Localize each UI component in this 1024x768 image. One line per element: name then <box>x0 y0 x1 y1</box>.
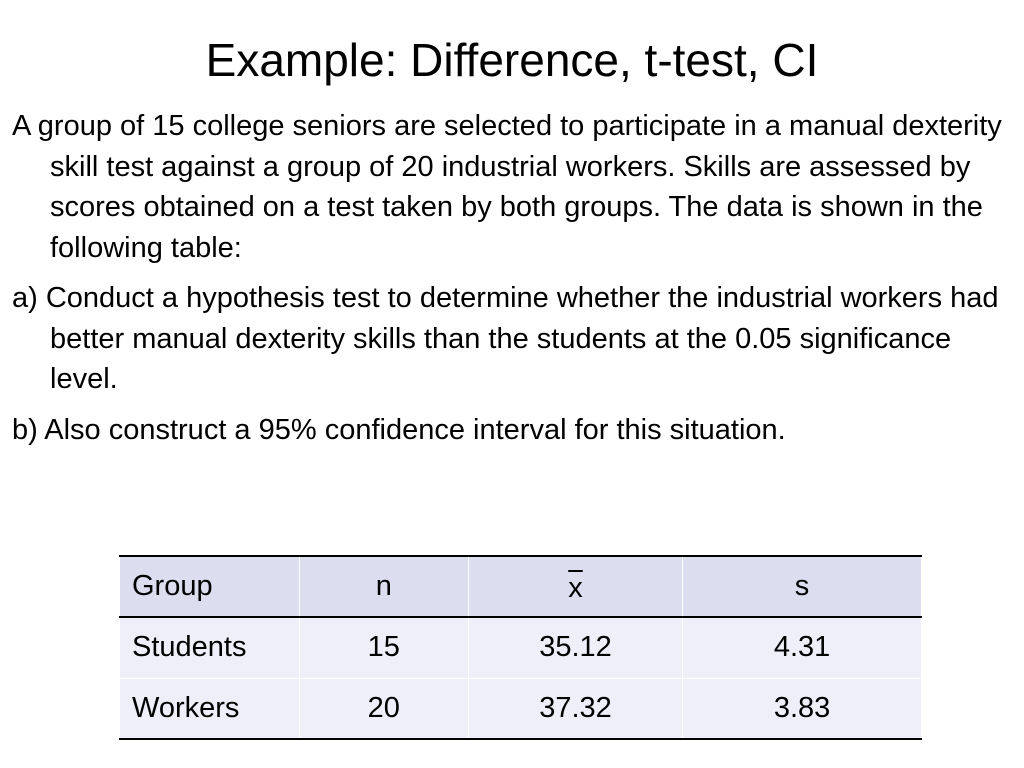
question-a-paragraph: a) Conduct a hypothesis test to determin… <box>12 282 999 395</box>
cell-n: 20 <box>298 678 469 739</box>
problem-intro-paragraph: A group of 15 college seniors are select… <box>12 110 1002 264</box>
data-table: Group n x s Students 15 35.12 4.31 Worke… <box>119 555 922 740</box>
cell-group: Students <box>119 617 300 678</box>
problem-statement: A group of 15 college seniors are select… <box>12 106 1014 460</box>
question-b-paragraph: b) Also construct a 95% confidence inter… <box>12 413 786 446</box>
cell-mean: 37.32 <box>467 678 684 739</box>
header-group: Group <box>119 556 300 617</box>
table-row-students: Students 15 35.12 4.31 <box>119 617 922 678</box>
x-bar-symbol: x <box>568 572 583 604</box>
cell-n: 15 <box>298 617 469 678</box>
cell-s: 4.31 <box>682 617 922 678</box>
cell-mean: 35.12 <box>467 617 684 678</box>
cell-group: Workers <box>119 678 300 739</box>
header-s: s <box>682 556 922 617</box>
table-header-row: Group n x s <box>119 556 922 617</box>
table-row-workers: Workers 20 37.32 3.83 <box>119 678 922 739</box>
slide-title: Example: Difference, t-test, CI <box>205 34 819 86</box>
header-mean: x <box>467 556 684 617</box>
header-n: n <box>298 556 469 617</box>
cell-s: 3.83 <box>682 678 922 739</box>
